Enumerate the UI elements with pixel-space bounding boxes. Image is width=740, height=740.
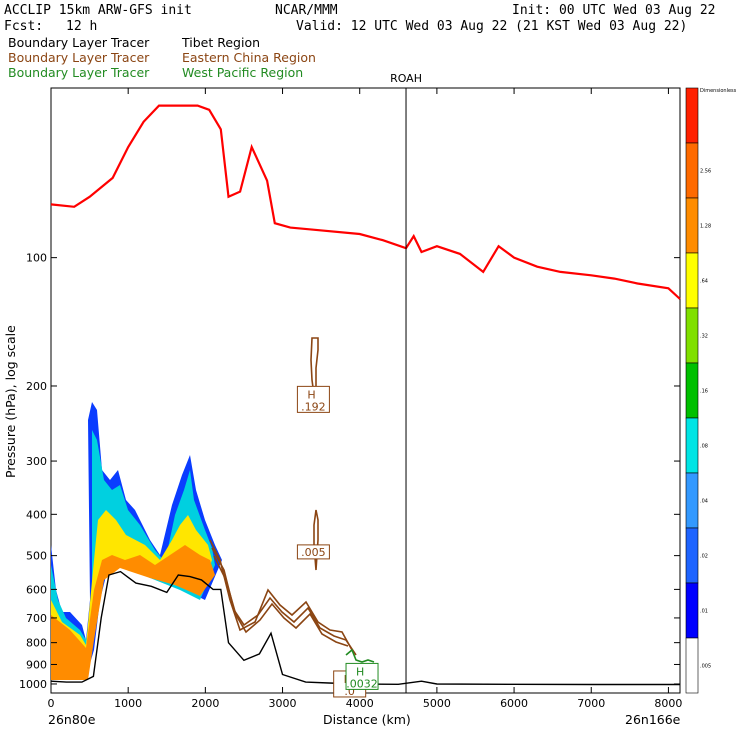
colorbar-segment-9 [685, 582, 699, 639]
colorbar-label-3: .04 [700, 499, 708, 505]
y-tick-label-0: 100 [26, 252, 47, 265]
annotation-value-2: .0 [344, 685, 355, 698]
colorbar-label-7: .64 [700, 279, 708, 285]
y-axis-label: Pressure (hPa), log scale [3, 325, 18, 478]
colorbar-segment-10 [685, 637, 699, 694]
x-tick-label-2: 2000 [191, 697, 219, 710]
colorbar-segment-3 [685, 252, 699, 309]
annotation-box-1 [296, 544, 330, 560]
y-tick-label-4: 500 [26, 550, 47, 563]
west-pacific-contours [345, 648, 375, 663]
plot-frame [50, 87, 681, 694]
tracer-fill-orange [51, 545, 215, 680]
east-china-contour-3 [213, 555, 349, 647]
x-start-label: 26n80e [48, 712, 96, 727]
colorbar-label-8: 1.28 [700, 224, 711, 230]
colorbar-label-6: .32 [700, 334, 708, 340]
y-tick-label-3: 400 [26, 508, 47, 521]
series-line-1 [50, 570, 680, 686]
annotation-box-3 [345, 662, 379, 690]
annotation-box-0 [296, 385, 330, 413]
legend-region-1: Tibet Region [181, 35, 260, 50]
y-tick-label-1: 200 [26, 380, 47, 393]
legend-name-3: Boundary Layer Tracer [8, 65, 150, 80]
x-tick-label-4: 4000 [346, 697, 374, 710]
colorbar-label-9: 2.56 [700, 169, 711, 175]
colorbar-segment-5 [685, 362, 699, 419]
east-china-contour-1 [209, 539, 353, 651]
y-tick-label-5: 600 [26, 583, 47, 596]
annotation-h-3: H [356, 665, 364, 678]
header-fcst-value: 12 h [66, 19, 97, 34]
roah-marker-label: ROAH [390, 72, 422, 85]
y-tick-label-7: 800 [26, 637, 47, 650]
colorbar-label-2: .02 [700, 554, 708, 560]
eastern-china-contours [209, 337, 357, 656]
header-fcst-label: Fcst: [4, 19, 43, 34]
x-tick-label-8: 8000 [654, 697, 682, 710]
east-china-contour-2 [211, 547, 357, 656]
colorbar-segment-6 [685, 417, 699, 474]
y-tick-label-2: 300 [26, 455, 47, 468]
y-tick-label-8: 900 [26, 658, 47, 671]
x-tick-label-7: 7000 [577, 697, 605, 710]
west-pacific-contour-1 [345, 648, 375, 663]
annotation-value-3: .0032 [346, 677, 378, 690]
legend-name-2: Boundary Layer Tracer [8, 50, 150, 65]
header-org: NCAR/MMM [275, 3, 338, 18]
colorbar-label-4: .08 [700, 444, 708, 450]
legend-region-3: West Pacific Region [182, 65, 303, 80]
legend-region-2: Eastern China Region [182, 50, 316, 65]
x-tick-label-1: 1000 [114, 697, 142, 710]
x-tick-label-3: 3000 [269, 697, 297, 710]
colorbar-segment-7 [685, 472, 699, 529]
colorbar-label-1: .01 [700, 609, 708, 615]
y-tick-label-6: 700 [26, 612, 47, 625]
x-end-label: 26n166e [625, 712, 681, 727]
x-axis-label: Distance (km) [323, 712, 411, 727]
colorbar-segment-0 [685, 87, 699, 144]
header-model: ACCLIP 15km ARW-GFS init [4, 3, 192, 18]
east-china-contour-mid [313, 509, 319, 571]
header-valid: Valid: 12 UTC Wed 03 Aug 22 (21 KST Wed … [296, 19, 687, 34]
x-tick-label-5: 5000 [423, 697, 451, 710]
series-line-0 [50, 104, 681, 300]
colorbar-segment-8 [685, 527, 699, 584]
colorbar-segment-4 [685, 307, 699, 364]
annotation-value-1: .005 [301, 546, 326, 559]
y-tick-label-9: 1000 [19, 678, 47, 691]
x-tick-label-6: 6000 [500, 697, 528, 710]
colorbar: .005 .01 .02 .04 .08 .16 .32 .64 1.28 2.56 Dimensi… [685, 87, 737, 694]
annotation-h-0: H [307, 388, 315, 401]
colorbar-segment-1 [685, 142, 699, 199]
colorbar-segment-2 [685, 197, 699, 254]
legend: Boundary Layer Tracer Tibet Region Bound… [8, 35, 316, 80]
x-tick-label-0: 0 [48, 697, 55, 710]
colorbar-label-0: .005 [700, 664, 711, 670]
colorbar-title: Dimensionless [700, 88, 737, 94]
tracer-shading [51, 402, 222, 680]
colorbar-label-5: .16 [700, 389, 708, 395]
legend-name-1: Boundary Layer Tracer [8, 35, 150, 50]
annotation-value-0: .192 [301, 400, 326, 413]
header-init: Init: 00 UTC Wed 03 Aug 22 [512, 3, 716, 18]
